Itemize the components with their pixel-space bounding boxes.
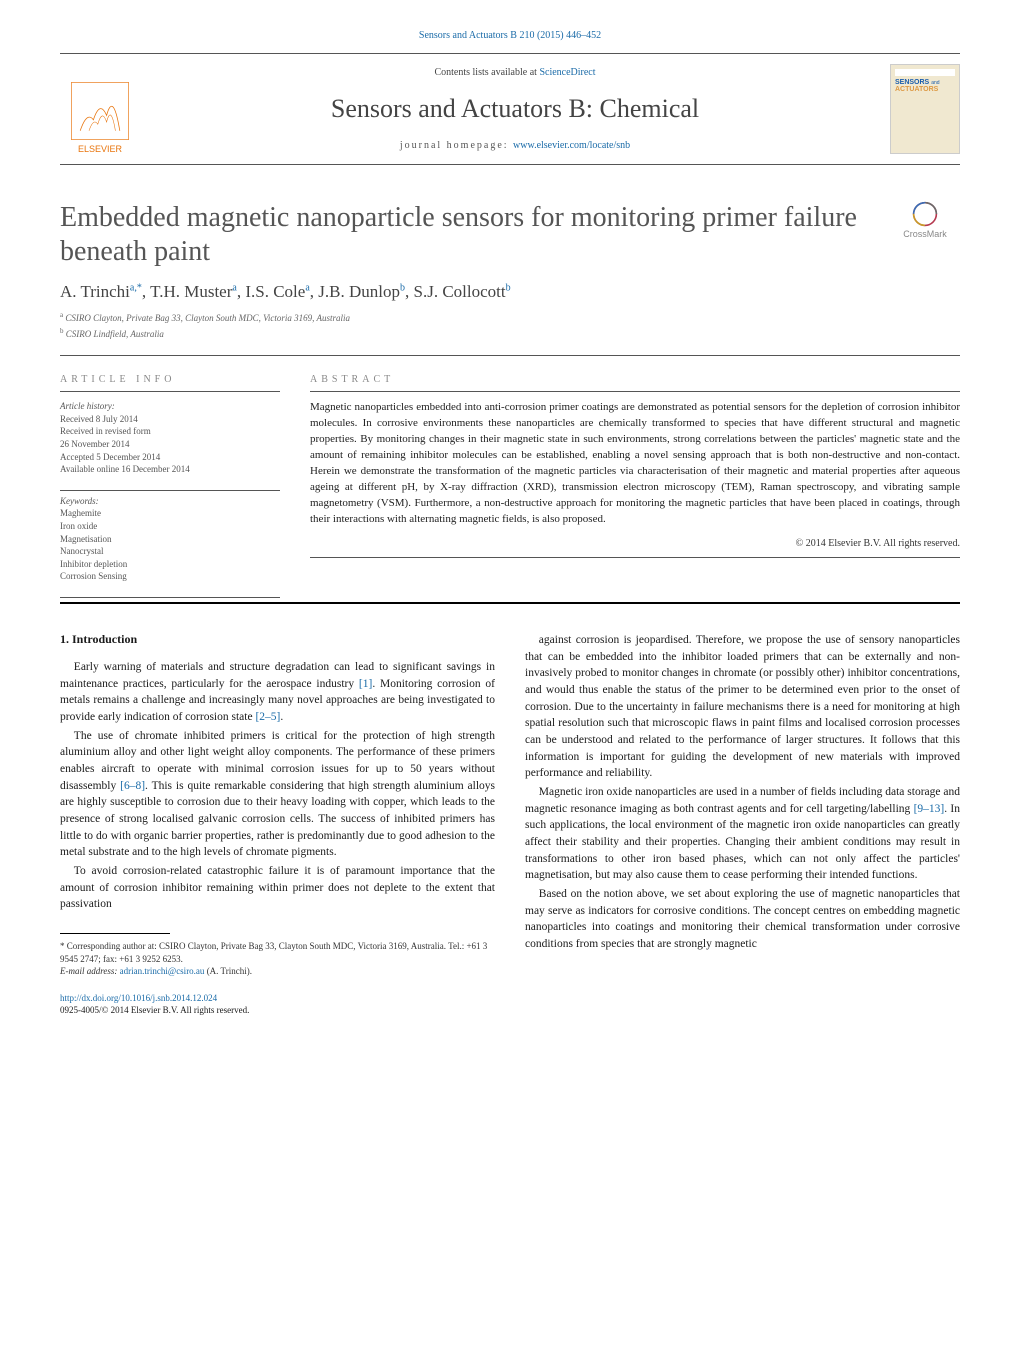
abstract-copyright: © 2014 Elsevier B.V. All rights reserved… [310, 538, 960, 549]
author-email-link[interactable]: adrian.trinchi@csiro.au [120, 966, 205, 976]
rule [60, 490, 280, 491]
body-col-left: 1. Introduction Early warning of materia… [60, 632, 495, 1017]
history-line: Received in revised form [60, 425, 280, 438]
journal-title: Sensors and Actuators B: Chemical [154, 94, 876, 124]
footnote-separator [60, 933, 170, 934]
article-info-label: article info [60, 374, 280, 392]
body-col-right: against corrosion is jeopardised. Theref… [525, 632, 960, 1017]
rule [60, 164, 960, 165]
keyword: Iron oxide [60, 520, 280, 533]
keyword: Maghemite [60, 507, 280, 520]
article-info-column: article info Article history: Received 8… [60, 374, 280, 602]
contents-list-line: Contents lists available at ScienceDirec… [154, 67, 876, 78]
keyword: Magnetisation [60, 533, 280, 546]
abstract-label: abstract [310, 374, 960, 392]
elsevier-wordmark: ELSEVIER [78, 144, 122, 154]
abstract-column: abstract Magnetic nanoparticles embedded… [310, 374, 960, 602]
journal-homepage-line: journal homepage: www.elsevier.com/locat… [154, 140, 876, 151]
elsevier-logo: ELSEVIER [60, 64, 140, 154]
issn-copyright: 0925-4005/© 2014 Elsevier B.V. All right… [60, 1005, 249, 1015]
journal-cover-thumb: SENSORS and ACTUATORS [890, 64, 960, 154]
body-paragraph: The use of chromate inhibited primers is… [60, 728, 495, 861]
body-paragraph: Magnetic iron oxide nanoparticles are us… [525, 784, 960, 884]
keyword: Nanocrystal [60, 545, 280, 558]
page-header-citation: Sensors and Actuators B 210 (2015) 446–4… [60, 30, 960, 41]
rule [60, 355, 960, 356]
history-line: Received 8 July 2014 [60, 413, 280, 426]
body-columns: 1. Introduction Early warning of materia… [60, 632, 960, 1017]
author-list: A. Trinchia,*, T.H. Mustera, I.S. Colea,… [60, 282, 960, 302]
keywords-block: Keywords: MaghemiteIron oxideMagnetisati… [60, 495, 280, 583]
section-heading-intro: 1. Introduction [60, 632, 495, 647]
history-line: Available online 16 December 2014 [60, 463, 280, 476]
body-paragraph: against corrosion is jeopardised. Theref… [525, 632, 960, 782]
article-footer-links: http://dx.doi.org/10.1016/j.snb.2014.12.… [60, 992, 495, 1017]
article-title: Embedded magnetic nanoparticle sensors f… [60, 201, 870, 268]
body-paragraph: To avoid corrosion-related catastrophic … [60, 863, 495, 913]
corresponding-author-footnote: * Corresponding author at: CSIRO Clayton… [60, 940, 495, 978]
history-line: Accepted 5 December 2014 [60, 451, 280, 464]
keyword: Inhibitor depletion [60, 558, 280, 571]
journal-banner: ELSEVIER Contents lists available at Sci… [60, 54, 960, 164]
body-paragraph: Early warning of materials and structure… [60, 659, 495, 726]
rule [60, 597, 280, 598]
abstract-text: Magnetic nanoparticles embedded into ant… [310, 400, 960, 528]
rule [310, 557, 960, 558]
article-history: Article history: Received 8 July 2014Rec… [60, 400, 280, 476]
crossmark-badge[interactable]: CrossMark [890, 201, 960, 239]
keyword: Corrosion Sensing [60, 570, 280, 583]
rule-thick [60, 602, 960, 604]
journal-homepage-link[interactable]: www.elsevier.com/locate/snb [513, 140, 630, 151]
affiliations: a CSIRO Clayton, Private Bag 33, Clayton… [60, 310, 960, 341]
body-paragraph: Based on the notion above, we set about … [525, 886, 960, 953]
history-line: 26 November 2014 [60, 438, 280, 451]
doi-link[interactable]: http://dx.doi.org/10.1016/j.snb.2014.12.… [60, 993, 217, 1003]
sciencedirect-link[interactable]: ScienceDirect [539, 67, 595, 78]
